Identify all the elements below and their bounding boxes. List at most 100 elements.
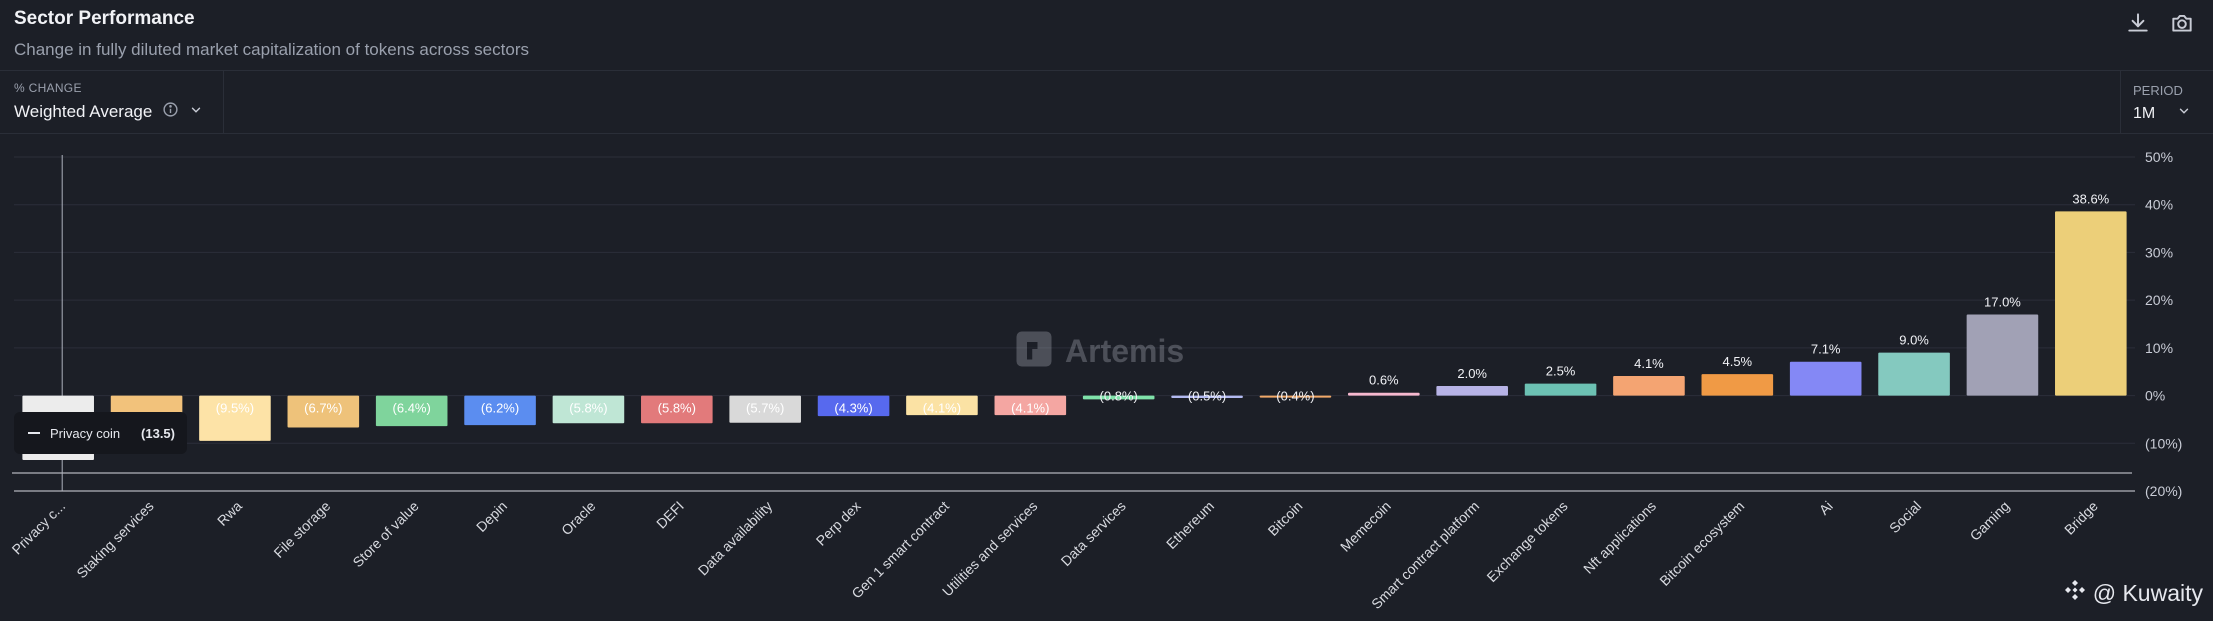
period-label: PERIOD: [2133, 83, 2183, 98]
data-label: 0.6%: [1369, 373, 1399, 388]
bar: [1966, 314, 2039, 396]
y-tick-label: 10%: [2145, 340, 2173, 356]
pct-change-value: Weighted Average: [14, 102, 153, 121]
y-tick-label: (20%): [2145, 483, 2182, 499]
tooltip-value: (13.5): [141, 425, 175, 441]
x-tick-label: Depin: [473, 498, 510, 535]
bar: [1348, 392, 1420, 396]
x-tick-label: Privacy c...: [9, 498, 69, 558]
data-label: (4.1%): [1011, 401, 1049, 416]
data-label: (0.4%): [1276, 389, 1314, 404]
data-label: 2.0%: [1457, 366, 1487, 381]
controls-bar: % CHANGE Weighted Average PERIOD 1M: [0, 70, 2213, 134]
x-tick-label: Ai: [1816, 498, 1836, 518]
watermark: Artemis: [1013, 328, 1184, 375]
binance-logo-icon: [2063, 578, 2087, 608]
data-label: (0.5%): [1188, 389, 1226, 404]
bar: [1878, 352, 1950, 396]
x-tick-label: Data services: [1058, 498, 1129, 569]
info-icon[interactable]: [162, 101, 179, 123]
data-label: 38.6%: [2072, 191, 2109, 206]
data-label: 4.5%: [1722, 354, 1752, 369]
x-tick-label: Gaming: [1967, 498, 2013, 544]
bar: [1259, 395, 1332, 398]
pct-change-selector[interactable]: % CHANGE Weighted Average: [0, 71, 224, 133]
watermark-text: Artemis: [1065, 333, 1185, 369]
bar: [1082, 395, 1155, 400]
chevron-down-icon[interactable]: [189, 102, 203, 122]
data-label: 7.1%: [1811, 342, 1841, 357]
bar: [1701, 374, 1774, 396]
data-label: (6.7%): [304, 401, 342, 416]
camera-icon[interactable]: [2169, 10, 2195, 41]
chart-header: Sector Performance Change in fully dilut…: [14, 8, 529, 60]
data-label: (0.8%): [1100, 389, 1138, 404]
chevron-down-icon[interactable]: [2177, 104, 2191, 123]
bar: [1789, 361, 1862, 396]
bar: [199, 395, 271, 441]
y-tick-label: 20%: [2145, 292, 2173, 308]
data-label: (4.3%): [834, 401, 872, 416]
bar: [729, 395, 801, 423]
data-label: 9.0%: [1899, 333, 1929, 348]
bar: [641, 395, 713, 424]
chart-subtitle: Change in fully diluted market capitaliz…: [14, 40, 529, 59]
data-label: 4.1%: [1634, 356, 1664, 371]
bar: [2055, 211, 2127, 396]
x-tick-label: Rwa: [214, 498, 245, 529]
download-icon[interactable]: [2125, 10, 2151, 41]
bar: [1436, 386, 1508, 396]
x-tick-label: Memecoin: [1337, 498, 1394, 555]
artemis-logo-icon: [1013, 328, 1055, 375]
data-label: 17.0%: [1984, 294, 2021, 309]
data-label: (5.8%): [569, 401, 607, 416]
x-tick-label: Nft applications: [1580, 498, 1659, 577]
period-dropdown[interactable]: 1M: [2133, 104, 2191, 123]
y-tick-label: 40%: [2145, 197, 2173, 213]
x-tick-label: Bitcoin: [1265, 498, 1306, 539]
x-tick-label: Bitcoin ecosystem: [1656, 498, 1747, 589]
x-tick-label: Utilities and services: [939, 498, 1041, 600]
bar: [994, 395, 1067, 416]
tooltip-swatch: [28, 432, 40, 434]
bar-chart: 50%40%30%20%10%0%(10%)(20%)Privacy c... S…: [9, 149, 2183, 612]
chart-title: Sector Performance: [14, 8, 195, 29]
x-tick-label: Social: [1886, 498, 1924, 536]
x-tick-label: Oracle: [558, 498, 599, 539]
bar: [552, 395, 625, 424]
y-tick-label: (10%): [2145, 435, 2182, 451]
pct-change-dropdown[interactable]: Weighted Average: [14, 101, 203, 123]
x-tick-label: File storage: [270, 498, 333, 561]
data-label: (6.4%): [393, 401, 431, 416]
bar: [1524, 383, 1597, 396]
data-label: 2.5%: [1546, 364, 1576, 379]
x-tick-label: Store of value: [349, 498, 422, 571]
hover-tooltip: Privacy coin (13.5): [14, 412, 187, 454]
data-label: (5.8%): [658, 401, 696, 416]
author-credit: @ Kuwaity: [2063, 578, 2203, 608]
x-tick-label: Data availability: [695, 498, 776, 579]
x-tick-label: Exchange tokens: [1483, 498, 1570, 585]
bar: [1613, 376, 1685, 396]
period-value: 1M: [2133, 104, 2156, 122]
x-tick-label: Ethereum: [1163, 498, 1217, 552]
bar: [906, 395, 978, 416]
chart-toolbar: [2125, 10, 2195, 41]
y-tick-label: 0%: [2145, 388, 2165, 404]
data-label: (9.5%): [216, 401, 254, 416]
tooltip-series-name: Privacy coin: [50, 425, 121, 441]
data-label: (6.2%): [481, 401, 519, 416]
credit-text: @ Kuwaity: [2092, 579, 2203, 606]
x-tick-label: Staking services: [73, 498, 156, 581]
data-label: (4.1%): [923, 401, 961, 416]
x-tick-label: Perp dex: [813, 498, 864, 549]
pct-change-label: % CHANGE: [14, 81, 82, 95]
x-tick-label: Gen 1 smart contract: [848, 498, 952, 602]
bar: [1171, 395, 1243, 398]
y-tick-label: 30%: [2145, 244, 2173, 260]
bar: [464, 395, 536, 426]
bar: [287, 395, 360, 428]
data-label: (5.7%): [746, 401, 784, 416]
period-selector[interactable]: PERIOD 1M: [2120, 71, 2213, 133]
x-tick-label: Bridge: [2061, 498, 2101, 538]
